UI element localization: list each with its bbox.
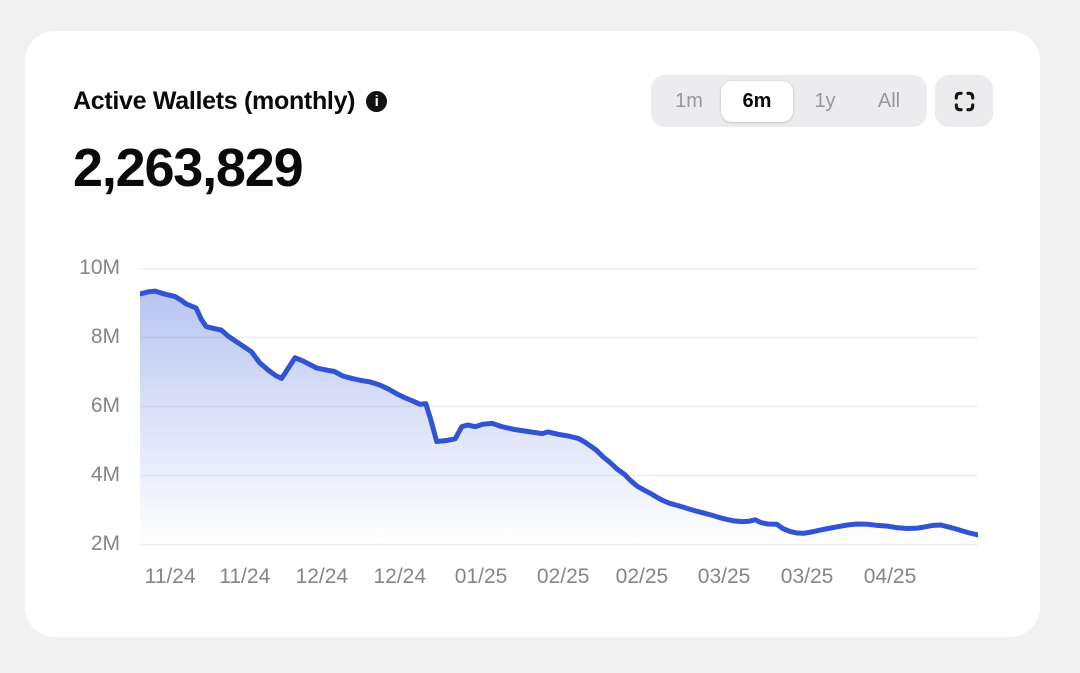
range-option-1y[interactable]: 1y (793, 81, 857, 122)
chart-card: Active Wallets (monthly) i 1m 6m 1y All 2,2… (25, 31, 1040, 637)
range-option-all[interactable]: All (857, 81, 921, 122)
title-group: Active Wallets (monthly) i (73, 86, 388, 116)
y-axis-label: 4M (90, 463, 120, 487)
card-header: Active Wallets (monthly) i 1m 6m 1y All (25, 31, 1040, 127)
x-axis-label: 12/24 (295, 565, 349, 589)
fullscreen-button[interactable] (935, 75, 993, 127)
y-axis-label: 6M (90, 394, 120, 418)
y-axis-label: 2M (90, 532, 120, 556)
x-axis-label: 11/24 (219, 565, 271, 589)
range-option-1m[interactable]: 1m (657, 81, 721, 122)
x-axis-label: 02/25 (536, 565, 590, 589)
area-chart-plot[interactable] (140, 268, 978, 548)
y-axis-label: 8M (90, 325, 120, 349)
info-icon[interactable]: i (366, 90, 388, 112)
x-axis-label: 04/25 (863, 565, 917, 589)
range-option-6m[interactable]: 6m (721, 80, 793, 122)
header-controls: 1m 6m 1y All (651, 75, 993, 127)
y-axis-label: 10M (79, 256, 120, 280)
x-axis-label: 01/25 (454, 565, 508, 589)
chart-title: Active Wallets (monthly) (73, 86, 356, 115)
x-axis-label: 02/25 (615, 565, 669, 589)
x-axis-label: 03/25 (780, 565, 834, 589)
x-axis-label: 12/24 (373, 565, 427, 589)
range-selector: 1m 6m 1y All (651, 75, 927, 127)
x-axis-label: 03/25 (697, 565, 751, 589)
chart-area[interactable]: 10M 8M 6M 4M 2M 11/24 11/24 12/24 12/24 01/25 02/… (73, 255, 993, 600)
x-axis-label: 11/24 (144, 565, 196, 589)
fullscreen-icon (954, 91, 974, 111)
current-value: 2,263,829 (73, 138, 304, 198)
